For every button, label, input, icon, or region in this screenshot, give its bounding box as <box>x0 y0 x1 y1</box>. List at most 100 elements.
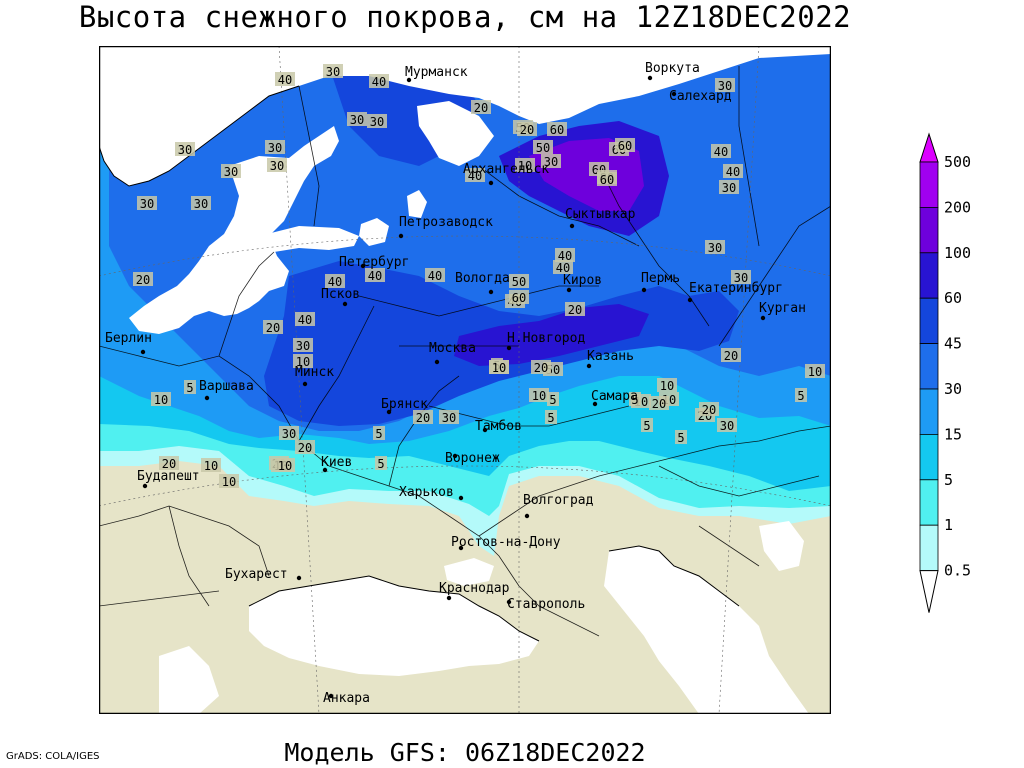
contour-label: 30 <box>541 154 561 169</box>
city-label: Краснодар <box>439 581 510 596</box>
colorbar-label: 0.5 <box>944 562 971 580</box>
contour-label: 60 <box>615 138 635 153</box>
contour-label: 5 <box>641 418 653 433</box>
svg-text:40: 40 <box>328 275 342 289</box>
city-label: Москва <box>429 341 476 356</box>
contour-label: 10 <box>151 392 171 407</box>
svg-text:20: 20 <box>474 101 488 115</box>
svg-text:20: 20 <box>162 457 176 471</box>
contour-label: 5 <box>373 426 385 441</box>
svg-text:30: 30 <box>544 155 558 169</box>
colorbar-bottom-arrow <box>919 570 939 613</box>
contour-label: 30 <box>731 270 751 285</box>
city-dot <box>482 427 488 433</box>
contour-label: 20 <box>721 348 741 363</box>
city-label: Пермь <box>641 271 680 286</box>
contour-label: 30 <box>293 338 313 353</box>
svg-text:20: 20 <box>136 273 150 287</box>
svg-text:30: 30 <box>270 159 284 173</box>
svg-text:10: 10 <box>518 159 532 173</box>
contour-label: 40 <box>295 312 315 327</box>
city-dot <box>360 263 366 269</box>
contour-label: 10 <box>805 364 825 379</box>
contour-label: 50 <box>509 274 529 289</box>
svg-text:30: 30 <box>442 411 456 425</box>
city-dot <box>322 467 328 473</box>
contour-label: 40 <box>425 268 445 283</box>
city-label: Брянск <box>381 397 428 412</box>
city-label: Варшава <box>199 379 254 394</box>
contour-label: 5 <box>184 380 196 395</box>
svg-text:60: 60 <box>512 291 526 305</box>
sea-of-azov <box>444 558 494 586</box>
city-dot <box>386 409 392 415</box>
contour-label: 30 <box>439 410 459 425</box>
contour-label: 40 <box>365 268 385 283</box>
city-label: Мурманск <box>405 65 468 80</box>
contour-label: 10 <box>201 458 221 473</box>
svg-text:5: 5 <box>631 393 638 407</box>
colorbar-label: 45 <box>944 335 962 353</box>
svg-text:20: 20 <box>416 411 430 425</box>
city-label: Харьков <box>399 485 454 500</box>
city-label: Петрозаводск <box>399 215 493 230</box>
contour-label: 40 <box>325 274 345 289</box>
svg-text:40: 40 <box>558 249 572 263</box>
city-dot <box>204 395 210 401</box>
svg-text:5: 5 <box>549 393 556 407</box>
city-label: Петербург <box>339 255 409 270</box>
svg-text:5: 5 <box>375 427 382 441</box>
city-dot <box>592 401 598 407</box>
svg-text:10: 10 <box>296 355 310 369</box>
contour-label: 40 <box>723 164 743 179</box>
city-label: Курган <box>759 301 806 316</box>
svg-text:60: 60 <box>600 173 614 187</box>
colorbar-label: 5 <box>944 471 953 489</box>
city-label: Ставрополь <box>507 597 585 612</box>
colorbar-box <box>919 479 939 526</box>
city-label: Екатеринбург <box>689 281 783 296</box>
caspian-sea <box>604 546 809 714</box>
svg-text:30: 30 <box>224 165 238 179</box>
contour-label: 30 <box>221 164 241 179</box>
svg-text:30: 30 <box>194 197 208 211</box>
snow-depth-map: 3030303040304030302030304040505060606060… <box>99 46 831 714</box>
contour-label: 10 <box>293 354 313 369</box>
grads-credit: GrADS: COLA/IGES <box>6 751 100 762</box>
colorbar-box <box>919 433 939 481</box>
svg-text:50: 50 <box>512 275 526 289</box>
white-sea <box>417 101 494 166</box>
city-dot <box>566 287 572 293</box>
colorbar-label: 1 <box>944 516 953 534</box>
contour-label: 30 <box>719 180 739 195</box>
svg-text:5: 5 <box>797 389 804 403</box>
svg-text:40: 40 <box>714 145 728 159</box>
city-label: Салехард <box>669 89 732 104</box>
svg-text:30: 30 <box>370 115 384 129</box>
contour-label: 20 <box>295 440 315 455</box>
contour-label: 60 <box>597 172 617 187</box>
city-label: Самара <box>591 389 638 404</box>
city-label: Н.Новгород <box>507 331 585 346</box>
city-dot <box>458 495 464 501</box>
city-dot <box>506 345 512 351</box>
city-dot <box>398 233 404 239</box>
svg-text:30: 30 <box>268 141 282 155</box>
svg-text:30: 30 <box>140 197 154 211</box>
contour-label: 5 <box>547 392 559 407</box>
city-label: Архангельск <box>463 162 549 177</box>
city-label: Киев <box>321 455 352 470</box>
contour-label: 20 <box>699 402 719 417</box>
borders <box>99 66 831 637</box>
aegean-sea <box>159 646 219 714</box>
svg-text:60: 60 <box>618 139 632 153</box>
contour-label: 10 <box>657 378 677 393</box>
city-label: Казань <box>587 349 634 364</box>
city-label: Берлин <box>105 331 152 346</box>
contour-label: 30 <box>175 142 195 157</box>
city-label: Сыктывкар <box>565 207 636 222</box>
contour-label: 30 <box>279 426 299 441</box>
contour-label: 40 <box>555 248 575 263</box>
contour-label: 40 <box>553 260 573 275</box>
colorbar-box <box>919 297 939 344</box>
